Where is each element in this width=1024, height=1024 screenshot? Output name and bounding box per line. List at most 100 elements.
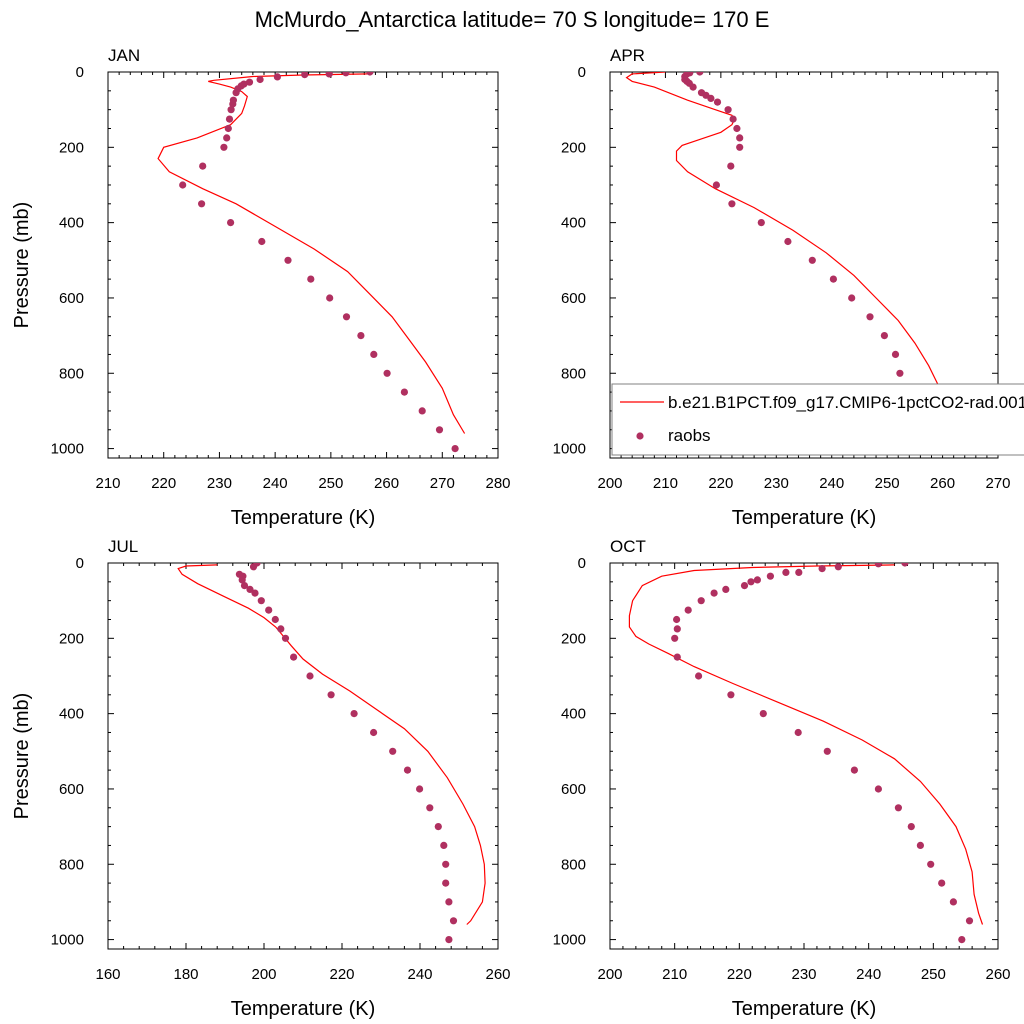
raobs-point <box>256 75 264 84</box>
x-tick-label: 250 <box>318 475 343 492</box>
raobs-point <box>350 710 358 718</box>
raobs-point <box>284 256 292 264</box>
raobs-point <box>766 572 775 580</box>
raobs-point <box>273 73 281 81</box>
y-tick-label: 0 <box>76 555 84 572</box>
raobs-point <box>277 625 285 633</box>
raobs-point <box>434 823 442 831</box>
raobs-point <box>673 653 681 661</box>
raobs-point <box>901 563 909 567</box>
raobs-point <box>834 563 842 571</box>
plot-frame <box>609 562 999 950</box>
raobs-point <box>179 181 187 189</box>
raobs-point <box>874 785 883 793</box>
raobs-point <box>251 589 259 597</box>
raobs-point <box>232 89 240 97</box>
x-tick-label: 240 <box>856 966 881 983</box>
raobs-point <box>695 672 703 680</box>
y-tick-label: 600 <box>561 781 586 798</box>
raobs-point <box>938 879 946 887</box>
raobs-point <box>740 582 749 590</box>
raobs-point <box>306 672 314 680</box>
x-tick-label: 250 <box>921 966 946 983</box>
plot-frame <box>107 562 499 950</box>
raobs-point <box>736 143 744 151</box>
legend-marker-swatch <box>636 432 644 440</box>
y-tick-label: 600 <box>561 290 586 307</box>
raobs-point <box>727 162 735 170</box>
raobs-point <box>442 879 450 887</box>
raobs-point <box>894 804 903 812</box>
raobs-point <box>451 445 459 453</box>
model-line <box>177 564 486 925</box>
raobs-point <box>927 860 935 868</box>
legend-obs-label: raobs <box>668 426 711 445</box>
raobs-point <box>671 634 679 642</box>
x-axis-title: Temperature (K) <box>732 507 877 529</box>
raobs-point <box>707 94 715 102</box>
raobs-point <box>307 275 315 283</box>
raobs-point <box>697 597 705 605</box>
raobs-point <box>342 72 350 77</box>
raobs-point <box>445 898 453 906</box>
raobs-point <box>223 134 231 142</box>
panel-title: OCT <box>610 537 646 556</box>
raobs-point <box>290 653 298 661</box>
y-tick-label: 400 <box>561 706 586 723</box>
raobs-point <box>949 898 958 906</box>
raobs-point <box>880 332 889 340</box>
model-line <box>628 564 984 925</box>
series-group <box>625 72 978 453</box>
legend: b.e21.B1PCT.f09_g17.CMIP6-1pctCO2-rad.00… <box>611 383 1024 456</box>
raobs-point <box>389 747 397 755</box>
y-tick-label: 800 <box>561 365 586 382</box>
raobs-point <box>874 563 882 568</box>
raobs-point <box>198 200 206 208</box>
panel-jul: JUL 160 180 200 220 240 260 0 200 400 600 800 1000 Te… <box>11 537 511 1020</box>
panel-oct: OCT 200 210 220 230 240 250 260 0 200 400 600 800 100… <box>553 537 1011 1020</box>
raobs-point <box>249 563 258 571</box>
raobs-point <box>383 369 391 377</box>
raobs-point <box>225 115 234 123</box>
y-tick-label: 800 <box>561 856 586 873</box>
series-group <box>628 563 984 944</box>
panel-apr: APR 200 210 220 230 240 250 260 270 0 200 400 600 800… <box>553 46 1024 529</box>
plot-frame <box>609 71 999 459</box>
raobs-point <box>712 181 721 189</box>
raobs-point <box>418 407 426 415</box>
raobs-point <box>449 917 458 925</box>
raobs-point <box>435 426 444 434</box>
raobs-point <box>227 106 235 114</box>
x-tick-label: 220 <box>151 475 176 492</box>
x-axis-title: Temperature (K) <box>231 507 376 529</box>
raobs-point <box>673 625 681 633</box>
plot-frame <box>107 71 499 459</box>
raobs-point <box>326 294 334 302</box>
raobs-point <box>257 597 265 605</box>
x-tick-label: 180 <box>173 966 198 983</box>
raobs-point <box>199 162 207 170</box>
raobs-point <box>229 100 237 108</box>
raobs-point <box>710 589 718 597</box>
raobs-point <box>896 369 904 377</box>
raobs-point <box>757 219 765 227</box>
y-tick-label: 1000 <box>553 932 586 949</box>
raobs-point <box>227 219 235 227</box>
y-tick-label: 200 <box>59 630 84 647</box>
raobs-point <box>907 823 915 831</box>
x-tick-label: 210 <box>653 475 678 492</box>
raobs-point <box>784 237 792 246</box>
raobs-point <box>246 585 254 594</box>
x-tick-label: 260 <box>374 475 399 492</box>
raobs-point <box>301 72 309 79</box>
x-tick-label: 240 <box>263 475 288 492</box>
x-tick-label: 210 <box>95 475 120 492</box>
raobs-point <box>848 294 856 302</box>
raobs-point <box>818 565 826 573</box>
x-tick-label: 260 <box>985 966 1010 983</box>
y-tick-label: 200 <box>561 139 586 156</box>
y-tick-label: 400 <box>561 215 586 232</box>
raobs-point <box>729 115 737 123</box>
raobs-point <box>370 350 378 358</box>
